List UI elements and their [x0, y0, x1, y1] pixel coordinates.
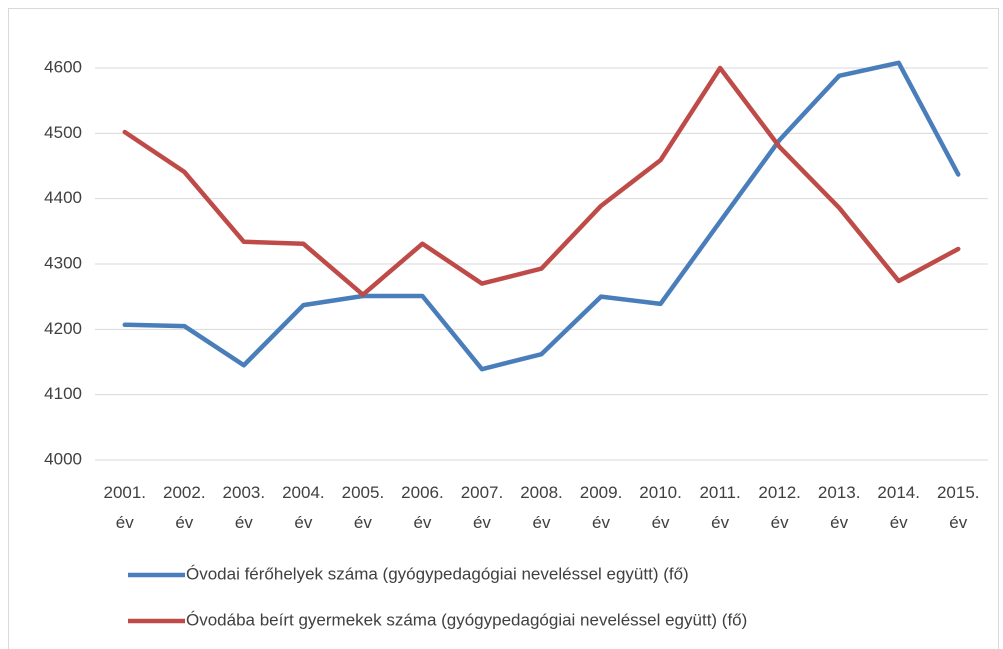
x-tick-label: 2012. év	[758, 483, 801, 532]
chart-frame	[8, 8, 999, 649]
series-line	[122, 60, 961, 372]
x-tick-label: 2005. év	[342, 483, 385, 532]
x-tick-label: 2011. év	[699, 483, 740, 532]
x-tick-label: 2013. év	[818, 483, 861, 532]
x-tick-label: 2001. év	[103, 483, 146, 532]
x-tick-label: 2014. év	[877, 483, 920, 532]
legend-label: Óvodai férőhelyek száma (gyógypedagógiai…	[186, 564, 689, 583]
y-tick-label: 4400	[44, 188, 82, 207]
x-tick-label: 2009. év	[580, 483, 623, 532]
x-tick-label: 2015. év	[937, 483, 980, 532]
x-tick-label: 2003. év	[223, 483, 266, 532]
x-tick-label: 2007. év	[461, 483, 504, 532]
x-tick-label: 2006. év	[401, 483, 444, 532]
series-line	[122, 65, 961, 297]
y-tick-label: 4000	[44, 449, 82, 468]
x-tick-label: 2004. év	[282, 483, 325, 532]
x-tick-label: 2002. év	[163, 483, 206, 532]
x-tick-label: 2010. év	[639, 483, 682, 532]
y-tick-label: 4200	[44, 319, 82, 338]
y-tick-label: 4500	[44, 123, 82, 142]
legend-label: Óvodába beírt gyermekek száma (gyógypeda…	[186, 610, 747, 629]
x-tick-label: 2008. év	[520, 483, 563, 532]
y-tick-label: 4100	[44, 384, 82, 403]
y-tick-label: 4600	[44, 57, 82, 76]
y-tick-label: 4300	[44, 253, 82, 272]
